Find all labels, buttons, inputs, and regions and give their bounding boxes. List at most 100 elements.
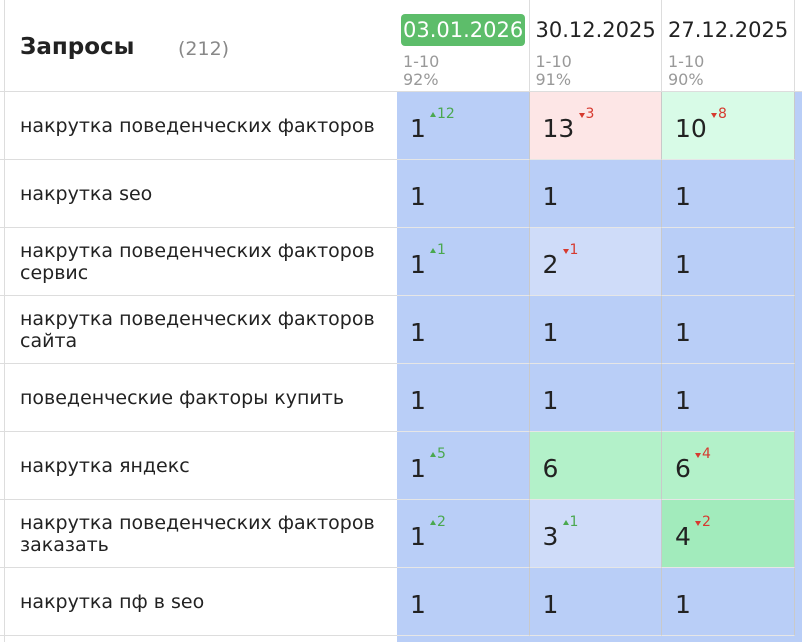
partial-column <box>795 92 802 642</box>
position: 1 <box>675 318 691 347</box>
change-value: 1 <box>569 242 579 258</box>
change-value: 2 <box>702 514 711 530</box>
partial-row <box>397 636 795 642</box>
column-header: 03.01.2026 1-10 92% <box>397 0 530 92</box>
position: 1 <box>410 114 426 143</box>
row-line <box>0 567 397 568</box>
row-line <box>0 431 397 432</box>
position-cell: 1 <box>662 568 795 636</box>
position: 1 <box>542 182 559 211</box>
position-cell: 1 <box>529 568 662 636</box>
position: 1 <box>675 182 691 211</box>
query-count: (212) <box>178 38 230 60</box>
change-value: 8 <box>718 106 727 122</box>
position: 1 <box>542 386 559 415</box>
change-arrow <box>711 113 717 118</box>
change-value: 3 <box>585 106 595 122</box>
change-arrow <box>430 520 436 525</box>
row-line <box>0 159 397 160</box>
position: 1 <box>410 182 426 211</box>
column-date: 30.12.2025 <box>535 18 656 42</box>
position-cell: 1 <box>662 160 795 228</box>
position: 1 <box>410 386 426 415</box>
position: 6 <box>675 454 691 483</box>
position-cell: 10 8 <box>662 92 795 160</box>
change-arrow <box>430 112 436 117</box>
change-arrow <box>578 113 585 118</box>
change-value: 2 <box>437 514 446 530</box>
position: 4 <box>675 522 691 551</box>
position-cell: 1 <box>397 160 530 228</box>
query-text: накрутка поведенческих факторов сайта <box>20 308 375 352</box>
row-line <box>0 227 397 228</box>
change-arrow <box>430 452 436 457</box>
row-line <box>0 499 397 500</box>
query-text: поведенческие факторы купить <box>20 387 345 409</box>
query-text: накрутка яндекс <box>20 455 190 477</box>
change-arrow <box>430 248 436 253</box>
position-cell: 1 <box>397 364 530 432</box>
position: 2 <box>542 250 559 279</box>
position: 1 <box>410 454 426 483</box>
change-arrow <box>562 249 569 254</box>
position-cell: 6 <box>529 432 662 500</box>
change-value: 5 <box>437 446 446 462</box>
position-cell: 13 3 <box>529 92 662 160</box>
position-cell: 1 <box>662 296 795 364</box>
position: 1 <box>675 590 691 619</box>
column-share: 92% <box>403 70 439 89</box>
position: 1 <box>675 386 691 415</box>
table-title: Запросы <box>20 34 135 60</box>
position-cell: 1 <box>529 296 662 364</box>
change-value: 1 <box>569 514 579 530</box>
column-range: 1-10 <box>403 52 440 71</box>
column-range: 1-10 <box>535 52 572 71</box>
column-header: 30.12.2025 1-10 91% <box>530 0 662 92</box>
position-cell: 1 <box>662 364 795 432</box>
position: 1 <box>542 318 559 347</box>
change-arrow <box>695 453 701 458</box>
change-value: 12 <box>437 106 455 122</box>
left-border <box>4 0 5 642</box>
change-value: 4 <box>702 446 711 462</box>
query-text: накрутка поведенческих факторов <box>20 115 375 137</box>
position: 1 <box>542 590 559 619</box>
query-text: накрутка поведенческих факторов сервис <box>20 240 375 284</box>
row-line <box>0 635 397 636</box>
column-share: 90% <box>668 70 704 89</box>
position-cell: 1 12 <box>397 92 530 160</box>
change-value: 1 <box>437 242 446 258</box>
query-text: накрутка seo <box>20 183 153 205</box>
query-text: накрутка поведенческих факторов заказать <box>20 512 375 556</box>
column-date[interactable]: 03.01.2026 <box>401 14 526 46</box>
position: 6 <box>542 454 559 483</box>
position-cell: 1 <box>397 296 530 364</box>
position: 1 <box>410 590 426 619</box>
position-cell: 1 <box>397 568 530 636</box>
position: 13 <box>542 114 575 143</box>
position-cell: 1 <box>529 364 662 432</box>
row-line <box>0 363 397 364</box>
position: 1 <box>410 318 426 347</box>
position: 1 <box>675 250 691 279</box>
position-cell: 1 <box>662 228 795 296</box>
column-range: 1-10 <box>668 52 705 71</box>
position: 3 <box>542 522 559 551</box>
query-text: накрутка пф в seo <box>20 591 205 613</box>
row-line <box>0 295 397 296</box>
position: 1 <box>410 250 426 279</box>
column-header: 27.12.2025 1-10 90% <box>662 0 795 92</box>
position: 1 <box>410 522 426 551</box>
column-date: 27.12.2025 <box>668 18 789 42</box>
position: 10 <box>675 114 707 143</box>
column-share: 91% <box>535 70 572 89</box>
header-line <box>0 91 802 92</box>
